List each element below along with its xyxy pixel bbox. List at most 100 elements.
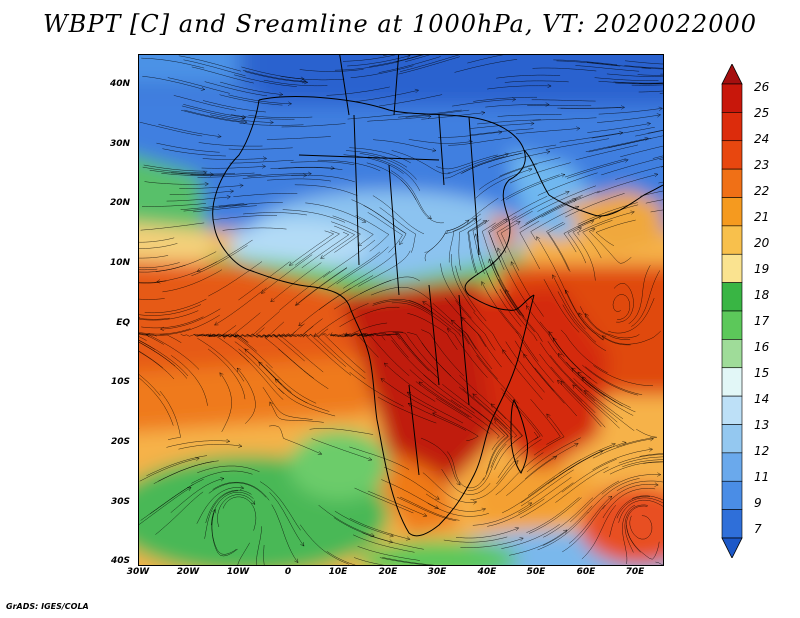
streamline: [211, 509, 237, 555]
streamline: [359, 332, 409, 358]
streamline: [578, 312, 631, 346]
streamline: [161, 172, 226, 176]
streamline: [481, 222, 500, 277]
streamline: [267, 178, 332, 182]
streamline: [139, 328, 191, 335]
colorbar-label-13: 13: [754, 418, 770, 432]
streamline-arrow: [607, 495, 613, 500]
streamline: [539, 353, 583, 402]
streamline: [332, 215, 374, 247]
streamline: [626, 505, 648, 553]
streamline-arrow: [236, 367, 241, 372]
streamline-arrow: [577, 227, 582, 232]
streamline-arrow: [212, 508, 217, 514]
streamline: [498, 278, 535, 333]
streamline: [236, 367, 256, 424]
streamline-arrow: [545, 102, 550, 107]
lon-label-30w: 30W: [126, 567, 150, 577]
lon-label-0: 0: [284, 567, 292, 577]
streamline: [613, 81, 663, 84]
streamline: [178, 55, 241, 72]
streamline: [220, 81, 283, 95]
colorbar-swatch: [721, 140, 743, 170]
streamline: [539, 321, 581, 371]
streamline: [239, 353, 284, 400]
streamline: [317, 159, 381, 172]
streamline: [575, 65, 640, 72]
streamline: [500, 388, 543, 437]
streamline: [390, 170, 432, 220]
streamline: [556, 60, 621, 67]
streamline: [427, 503, 489, 517]
colorbar-swatch: [721, 452, 743, 482]
lon-label-40e: 40E: [477, 567, 497, 577]
streamline: [204, 490, 238, 539]
streamline: [418, 381, 472, 419]
streamline-arrow: [434, 505, 439, 509]
lat-label-eq: EQ: [116, 318, 130, 328]
streamline: [350, 65, 414, 79]
streamline: [501, 523, 560, 549]
streamline: [255, 323, 305, 338]
streamline-arrow: [399, 240, 404, 246]
streamline-arrow: [269, 120, 274, 125]
streamline: [298, 333, 347, 367]
streamline: [139, 350, 163, 368]
streamline: [526, 497, 580, 533]
streamline: [309, 428, 374, 435]
streamline: [601, 157, 663, 176]
streamline: [208, 482, 267, 498]
streamline-arrow: [303, 173, 308, 178]
streamline: [384, 466, 440, 500]
streamline: [193, 205, 257, 213]
streamline-arrow: [202, 170, 207, 176]
streamline: [349, 446, 410, 470]
streamline-arrow: [563, 529, 568, 534]
streamline: [500, 221, 521, 271]
streamline: [358, 250, 411, 287]
streamline: [534, 367, 577, 417]
streamline: [473, 96, 537, 102]
streamline: [436, 154, 498, 170]
streamline: [237, 542, 250, 565]
streamline: [440, 263, 472, 319]
streamline: [258, 361, 308, 404]
streamline: [233, 193, 298, 197]
streamline: [492, 260, 525, 317]
colorbar-label-7: 7: [754, 522, 762, 536]
streamline: [532, 67, 597, 72]
streamline-arrow: [654, 172, 659, 178]
streamline: [139, 121, 203, 137]
streamline: [392, 331, 439, 373]
streamline: [139, 282, 160, 284]
streamline-arrow: [261, 164, 267, 169]
streamline: [229, 159, 294, 164]
streamline: [336, 246, 389, 285]
streamline: [380, 378, 436, 412]
streamline: [379, 94, 443, 107]
lon-label-20e: 20E: [378, 567, 398, 577]
streamline: [142, 75, 205, 90]
streamline: [616, 480, 663, 492]
streamline: [261, 254, 313, 294]
streamline: [577, 204, 639, 227]
streamline: [531, 99, 596, 102]
streamline-arrow: [298, 322, 303, 327]
streamline: [537, 185, 596, 212]
streamline: [631, 84, 663, 86]
streamline: [520, 469, 574, 507]
streamlines: [139, 55, 663, 565]
streamline: [167, 77, 230, 94]
streamline: [400, 496, 460, 521]
streamline-arrow: [414, 88, 420, 94]
streamline: [447, 328, 488, 378]
streamline: [525, 305, 565, 357]
streamline: [505, 341, 545, 393]
streamline: [553, 59, 618, 66]
streamline-arrow: [468, 139, 473, 144]
streamline: [443, 536, 508, 543]
streamline: [355, 89, 419, 102]
streamline: [543, 497, 594, 538]
streamline: [601, 330, 661, 345]
streamline: [369, 55, 423, 67]
